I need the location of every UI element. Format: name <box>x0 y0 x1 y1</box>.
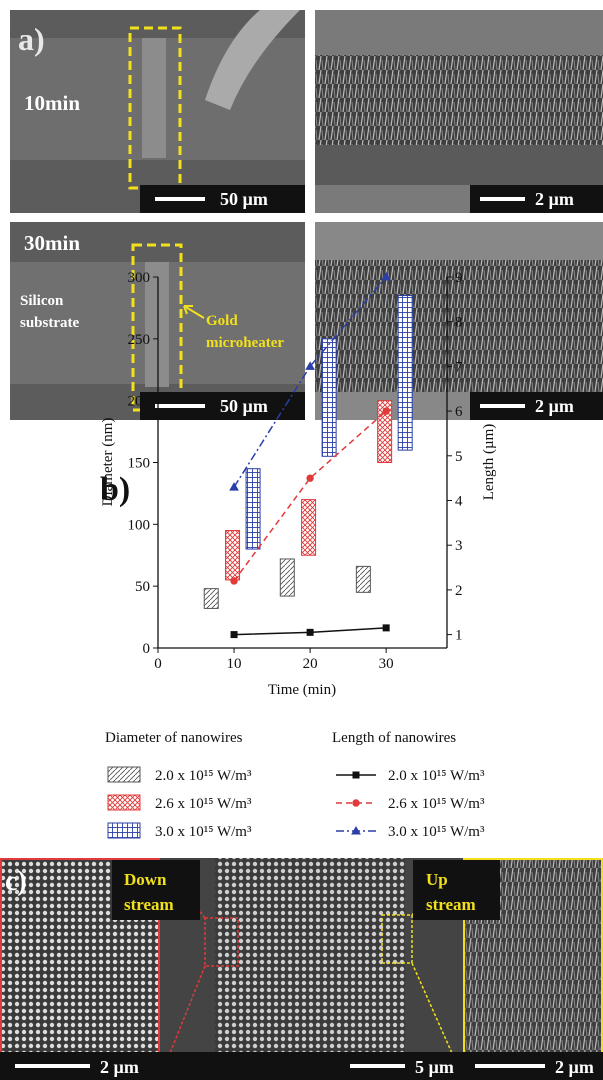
y2-tick-label: 4 <box>455 493 463 509</box>
panel-label: c) <box>5 866 27 897</box>
annotation: Gold <box>206 313 238 329</box>
y2-tick-label: 1 <box>455 628 463 644</box>
marker <box>306 474 314 482</box>
probe <box>205 10 300 110</box>
y2-tick-label: 2 <box>455 583 463 599</box>
y2-tick-label: 3 <box>455 538 463 554</box>
callout-box <box>413 860 500 920</box>
range-bar <box>203 588 219 609</box>
heater <box>142 38 166 158</box>
scale-label: 2 µm <box>535 396 574 416</box>
y2-tick-label: 6 <box>455 404 463 420</box>
marker <box>381 271 392 281</box>
scale-label: 50 µm <box>220 189 268 209</box>
range-bar <box>301 499 317 556</box>
substrate <box>315 145 603 185</box>
annotation: microheater <box>206 335 284 351</box>
marker <box>382 624 390 632</box>
arrowhead <box>183 305 193 315</box>
line <box>233 276 387 488</box>
y2-tick-label: 8 <box>455 315 463 331</box>
marker <box>230 631 238 639</box>
x-tick-label: 20 <box>303 656 318 672</box>
legend-label: 2.6 x 10¹⁵ W/m³ <box>388 796 485 812</box>
panel-c: Down stream Up stream c) 2 µm 5 µm 2 µm <box>0 858 603 1080</box>
marker <box>382 407 390 415</box>
scale-label: 2 µm <box>535 189 574 209</box>
marker <box>306 628 314 636</box>
y-tick-label: 300 <box>128 270 151 286</box>
nanowires <box>315 55 603 145</box>
x-axis-title: Time (min) <box>268 682 336 698</box>
panel-a: 50 µm a) 10min 2 µm 30min Silicon substr… <box>10 10 603 420</box>
legend-title: Diameter of nanowires <box>105 730 243 746</box>
highlight-box <box>128 26 182 190</box>
legend-label: 2.0 x 10¹⁵ W/m³ <box>155 768 252 784</box>
highlight-box <box>131 243 183 412</box>
time-label: 30min <box>24 231 80 255</box>
legend-label: 3.0 x 10¹⁵ W/m³ <box>388 824 485 840</box>
zoom-box <box>381 914 413 964</box>
callout: Up <box>426 870 448 889</box>
scale-label: 50 µm <box>220 396 268 416</box>
legend-label: 2.0 x 10¹⁵ W/m³ <box>388 768 485 784</box>
range-bar <box>397 295 413 451</box>
time-label: 10min <box>24 91 80 115</box>
y2-tick-label: 9 <box>455 270 463 286</box>
marker <box>351 825 361 835</box>
y-axis-title: Diameter (nm) <box>100 418 116 507</box>
panel-label: a) <box>18 21 45 57</box>
line <box>233 410 387 582</box>
legend-label: 2.6 x 10¹⁵ W/m³ <box>155 796 252 812</box>
scale-label: 5 µm <box>415 1057 454 1077</box>
range-bar <box>355 565 371 593</box>
legend-swatch <box>107 766 141 783</box>
legend-title: Length of nanowires <box>332 730 456 746</box>
legend-label: 3.0 x 10¹⁵ W/m³ <box>155 824 252 840</box>
callout-box <box>112 860 200 920</box>
y-tick-label: 50 <box>135 579 150 595</box>
legend-swatch <box>107 794 141 811</box>
x-tick-label: 30 <box>379 656 394 672</box>
callout: stream <box>124 895 174 914</box>
y-tick-label: 200 <box>128 394 151 410</box>
y2-tick-label: 5 <box>455 449 463 465</box>
legend-swatch <box>107 822 141 839</box>
y2-tick-label: 7 <box>455 359 463 375</box>
range-bar <box>279 558 295 597</box>
panel-label: b) <box>100 471 130 508</box>
arrow <box>183 305 205 319</box>
marker <box>305 361 315 370</box>
x-tick-label: 0 <box>154 656 162 672</box>
marker <box>352 771 360 779</box>
y-tick-label: 100 <box>128 517 151 533</box>
zoom-box <box>204 917 239 967</box>
y-tick-label: 0 <box>143 641 151 657</box>
marker <box>229 482 239 491</box>
nanowire-strip <box>215 858 405 1058</box>
range-bar <box>245 468 261 550</box>
marker <box>230 577 238 585</box>
scale-label: 2 µm <box>100 1057 139 1077</box>
x-tick-label: 10 <box>227 656 242 672</box>
callout: Down <box>124 870 167 889</box>
annotation: Silicon <box>20 293 64 309</box>
panel-b: b) Time (min) Diameter (nm) Length (µm) … <box>100 270 497 840</box>
callout: stream <box>426 895 476 914</box>
range-bar <box>225 530 241 581</box>
nanowires <box>315 260 603 392</box>
range-bar <box>321 338 337 457</box>
y2-axis-title: Length (µm) <box>481 424 497 501</box>
annotation: substrate <box>20 315 80 331</box>
marker <box>352 799 360 807</box>
heater <box>145 262 169 387</box>
y-tick-label: 250 <box>128 332 151 348</box>
scale-label: 2 µm <box>555 1057 594 1077</box>
y-tick-label: 150 <box>128 456 151 472</box>
